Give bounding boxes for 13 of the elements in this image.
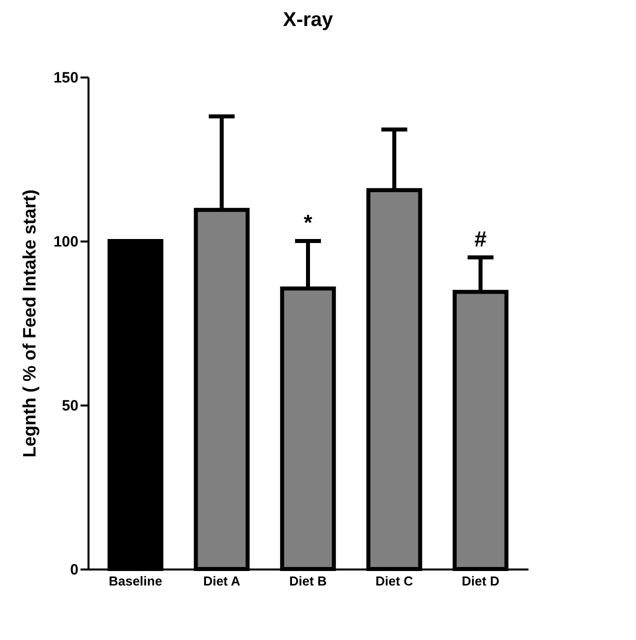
x-tick-label: Diet A bbox=[203, 574, 241, 588]
chart-title: X-ray bbox=[282, 9, 334, 31]
x-tick-label: Diet B bbox=[289, 574, 327, 588]
annotation: # bbox=[474, 226, 487, 252]
y-tick-label: 150 bbox=[53, 70, 78, 86]
x-tick-label: Diet D bbox=[462, 574, 500, 588]
x-tick-label: Baseline bbox=[108, 574, 162, 588]
y-tick-label: 100 bbox=[53, 234, 78, 250]
y-tick-label: 50 bbox=[62, 398, 78, 414]
x-tick-label: Diet C bbox=[375, 574, 414, 588]
annotation: * bbox=[304, 210, 313, 235]
y-axis-title: Legnth ( % of Feed Intake start) bbox=[19, 189, 40, 458]
y-tick-label: 0 bbox=[70, 562, 78, 578]
